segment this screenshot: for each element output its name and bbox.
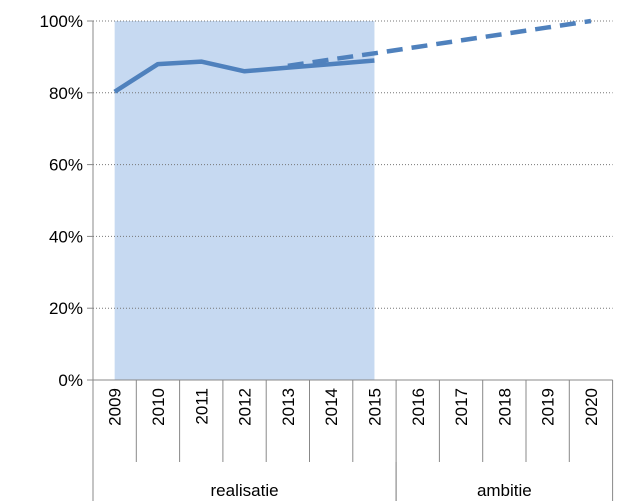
x-tick-label: 2016 [409,388,428,426]
x-tick-label: 2009 [106,388,125,426]
x-tick-label: 2020 [582,388,601,426]
x-tick-label: 2018 [495,388,514,426]
x-tick-label: 2014 [322,388,341,426]
y-tick-label: 20% [49,299,83,318]
group-label: realisatie [211,481,279,500]
x-tick-label: 2017 [452,388,471,426]
x-tick-label: 2019 [539,388,558,426]
x-tick-label: 2012 [236,388,255,426]
group-label: ambitie [477,481,532,500]
shaded-area [114,21,375,380]
y-tick-label: 40% [49,227,83,246]
x-tick-label: 2011 [192,388,211,425]
line-series [113,58,375,94]
y-tick-label: 80% [49,84,83,103]
y-tick-label: 60% [49,156,83,175]
y-tick-label: 0% [58,371,83,390]
x-tick-label: 2013 [279,388,298,426]
y-tick-label: 100% [40,12,83,31]
x-tick-label: 2015 [365,388,384,426]
line-series [287,18,592,69]
x-tick-label: 2010 [149,388,168,426]
